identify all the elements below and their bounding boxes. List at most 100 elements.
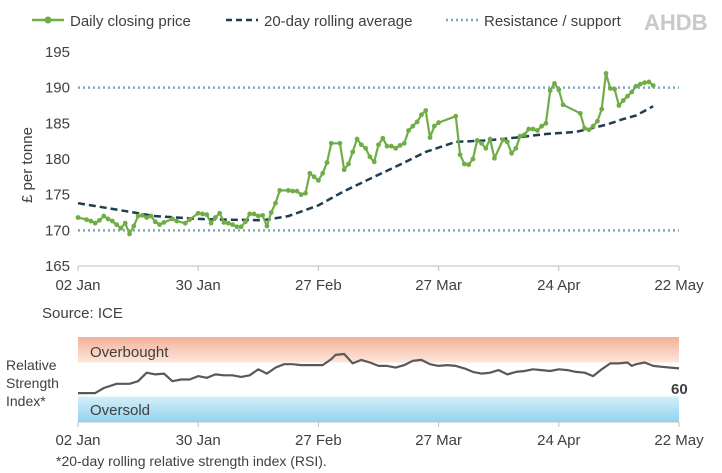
x-tick-label: 27 Mar <box>415 277 462 294</box>
y-tick-label: 195 <box>45 44 70 61</box>
y-tick-label: 165 <box>45 258 70 275</box>
price-point <box>320 170 326 176</box>
y-axis-ticks: 165 170 175 180 185 190 195 <box>45 44 70 275</box>
price-point <box>264 223 270 229</box>
price-point <box>466 162 472 168</box>
price-point <box>290 188 296 194</box>
price-point <box>556 87 562 93</box>
price-point <box>560 102 566 108</box>
price-point <box>182 220 188 226</box>
price-point <box>354 136 360 142</box>
x-tick-label: 27 Feb <box>295 277 342 294</box>
price-point <box>243 219 248 225</box>
price-point <box>500 137 506 143</box>
rsi-x-tick-label: 30 Jan <box>176 432 221 449</box>
price-point <box>122 220 128 226</box>
price-point <box>101 213 107 219</box>
rsi-line <box>78 352 680 395</box>
rsi-axis-title: Relative Strength Index* <box>6 357 63 409</box>
price-point <box>646 79 652 85</box>
price-point <box>616 103 622 108</box>
price-point <box>397 143 403 148</box>
price-point <box>607 85 613 91</box>
x-axis-ticks: 02 Jan 30 Jan 27 Feb 27 Mar 24 Apr 22 May <box>55 266 704 294</box>
rsi-plot: Overbought Oversold Relative Strength In… <box>6 337 704 449</box>
price-point <box>234 224 240 230</box>
price-point <box>517 133 523 139</box>
price-point <box>127 231 132 237</box>
price-point <box>174 218 180 224</box>
price-point <box>401 140 407 146</box>
price-point <box>590 123 596 129</box>
x-tick-label: 02 Jan <box>55 277 100 294</box>
price-point <box>195 210 201 216</box>
price-point <box>255 213 261 219</box>
legend-price-marker-swatch <box>44 16 52 24</box>
price-point <box>487 136 493 142</box>
price-point <box>582 125 587 131</box>
price-point <box>406 128 411 133</box>
overbought-zone <box>78 337 679 363</box>
price-point <box>200 211 205 217</box>
price-point <box>492 155 497 161</box>
price-point <box>603 71 609 76</box>
price-point <box>436 120 441 126</box>
price-point <box>363 145 369 151</box>
price-point <box>303 190 308 196</box>
price-point <box>358 142 364 148</box>
price-point <box>105 216 111 222</box>
rsi-x-tick-label: 22 May <box>654 432 704 449</box>
y-tick-label: 185 <box>45 115 70 132</box>
rsi-last-value: 60 <box>671 381 688 398</box>
y-tick-label: 180 <box>45 151 70 168</box>
rsi-axis-title-line: Strength <box>6 375 59 391</box>
rsi-x-tick-label: 27 Mar <box>415 432 462 449</box>
price-point <box>212 215 218 220</box>
price-point <box>419 112 424 118</box>
price-point <box>534 128 540 133</box>
price-point <box>461 161 467 167</box>
rsi-axis-title-line: Index* <box>6 393 46 409</box>
price-point <box>294 188 300 194</box>
price-point <box>285 187 291 193</box>
price-point <box>341 167 347 173</box>
price-point <box>586 127 592 133</box>
price-point <box>380 135 386 141</box>
footnote: *20-day rolling relative strength index … <box>56 453 327 469</box>
oversold-label: Oversold <box>90 402 150 419</box>
legend-average-label: 20-day rolling average <box>264 13 412 30</box>
x-tick-label: 30 Jan <box>176 277 221 294</box>
price-point <box>453 113 459 119</box>
daily-price-line <box>77 72 654 235</box>
price-point <box>97 217 102 223</box>
price-point <box>504 139 510 145</box>
price-point <box>148 213 154 219</box>
price-point <box>217 210 223 216</box>
price-point <box>384 143 390 149</box>
price-point <box>513 145 519 151</box>
price-point <box>328 140 334 146</box>
price-point <box>457 152 463 158</box>
price-point <box>135 213 141 219</box>
price-point <box>144 215 150 220</box>
price-point <box>131 223 137 229</box>
price-point <box>157 222 162 228</box>
price-point <box>371 159 377 165</box>
rsi-x-tick-label: 24 Apr <box>537 432 580 449</box>
rsi-axis-title-line: Relative <box>6 357 57 373</box>
price-point <box>637 81 643 87</box>
rsi-x-tick-label: 27 Feb <box>295 432 342 449</box>
price-point <box>298 192 304 198</box>
price-point <box>324 160 330 165</box>
oversold-zone <box>78 396 679 422</box>
price-point <box>238 224 244 230</box>
y-tick-label: 175 <box>45 187 70 204</box>
price-point <box>208 220 214 226</box>
price-point <box>139 212 145 218</box>
price-point <box>547 88 553 93</box>
price-point <box>337 140 343 146</box>
price-point <box>470 156 476 162</box>
price-point <box>474 138 480 143</box>
price-point <box>543 120 549 126</box>
